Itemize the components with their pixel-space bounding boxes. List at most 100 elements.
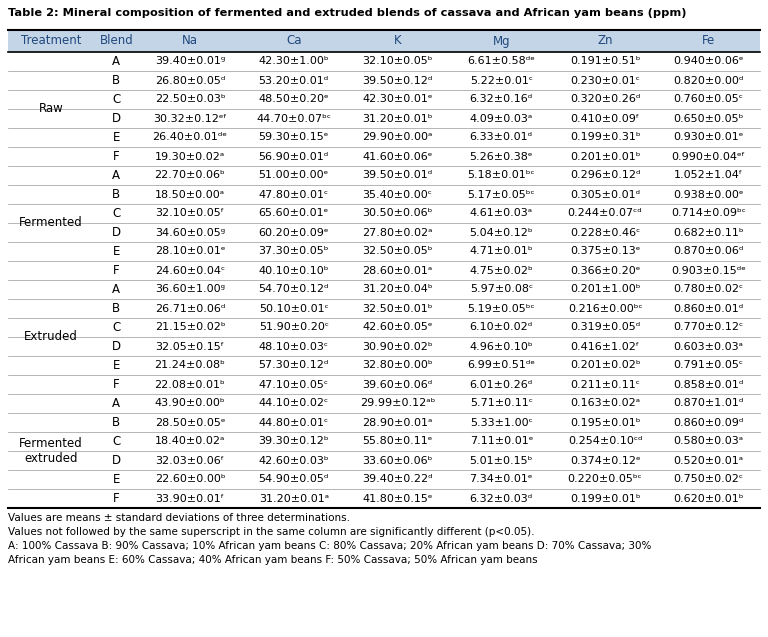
Text: 32.10±0.05ᶠ: 32.10±0.05ᶠ <box>155 208 224 218</box>
Text: 5.01±0.15ᵇ: 5.01±0.15ᵇ <box>469 455 533 466</box>
Text: 6.99±0.51ᵈᵉ: 6.99±0.51ᵈᵉ <box>467 361 535 371</box>
Text: A: A <box>112 55 121 68</box>
Text: F: F <box>113 264 120 277</box>
Text: A: 100% Cassava B: 90% Cassava; 10% African yam beans C: 80% Cassava; 20% Africa: A: 100% Cassava B: 90% Cassava; 10% Afri… <box>8 541 651 551</box>
Text: 30.90±0.02ᵇ: 30.90±0.02ᵇ <box>362 341 433 352</box>
Text: 35.40±0.00ᶜ: 35.40±0.00ᶜ <box>362 189 432 199</box>
Text: C: C <box>112 93 121 106</box>
Text: 0.520±0.01ᵃ: 0.520±0.01ᵃ <box>674 455 743 466</box>
Text: 24.60±0.04ᶜ: 24.60±0.04ᶜ <box>155 266 225 275</box>
Text: Table 2: Mineral composition of fermented and extruded blends of cassava and Afr: Table 2: Mineral composition of fermente… <box>8 8 687 18</box>
Text: 0.296±0.12ᵈ: 0.296±0.12ᵈ <box>570 171 641 180</box>
Text: F: F <box>113 150 120 163</box>
Text: 22.50±0.03ᵇ: 22.50±0.03ᵇ <box>154 94 225 104</box>
Text: B: B <box>112 416 121 429</box>
Text: 54.90±0.05ᵈ: 54.90±0.05ᵈ <box>259 475 329 485</box>
Text: 7.34±0.01ᵉ: 7.34±0.01ᵉ <box>469 475 533 485</box>
Text: 0.191±0.51ᵇ: 0.191±0.51ᵇ <box>570 57 641 66</box>
Text: 0.938±0.00ᵉ: 0.938±0.00ᵉ <box>674 189 743 199</box>
Text: C: C <box>112 321 121 334</box>
Text: 42.60±0.05ᵉ: 42.60±0.05ᵉ <box>362 322 433 333</box>
Text: 5.19±0.05ᵇᶜ: 5.19±0.05ᵇᶜ <box>468 303 535 313</box>
Text: 0.410±0.09ᶠ: 0.410±0.09ᶠ <box>571 113 640 124</box>
Text: 4.75±0.02ᵇ: 4.75±0.02ᵇ <box>469 266 533 275</box>
Text: 22.08±0.01ᵇ: 22.08±0.01ᵇ <box>154 380 225 389</box>
Text: African yam beans E: 60% Cassava; 40% African yam beans F: 50% Cassava; 50% Afri: African yam beans E: 60% Cassava; 40% Af… <box>8 555 538 565</box>
Text: Ca: Ca <box>286 34 302 48</box>
Text: 6.61±0.58ᵈᵉ: 6.61±0.58ᵈᵉ <box>468 57 535 66</box>
Text: 37.30±0.05ᵇ: 37.30±0.05ᵇ <box>259 247 329 257</box>
Text: 0.860±0.01ᵈ: 0.860±0.01ᵈ <box>674 303 743 313</box>
Text: B: B <box>112 188 121 201</box>
Text: 42.30±1.00ᵇ: 42.30±1.00ᵇ <box>259 57 329 66</box>
Text: 34.60±0.05ᵍ: 34.60±0.05ᵍ <box>155 227 225 238</box>
Text: B: B <box>112 302 121 315</box>
Text: Values are means ± standard deviations of three determinations.: Values are means ± standard deviations o… <box>8 513 350 523</box>
Text: 0.320±0.26ᵈ: 0.320±0.26ᵈ <box>570 94 641 104</box>
Text: 42.30±0.01ᵉ: 42.30±0.01ᵉ <box>362 94 433 104</box>
Text: 39.40±0.22ᵈ: 39.40±0.22ᵈ <box>362 475 433 485</box>
Text: 5.22±0.01ᶜ: 5.22±0.01ᶜ <box>470 76 533 85</box>
Text: 0.201±0.01ᵇ: 0.201±0.01ᵇ <box>570 152 641 162</box>
Text: 0.650±0.05ᵇ: 0.650±0.05ᵇ <box>674 113 743 124</box>
Text: 33.90±0.01ᶠ: 33.90±0.01ᶠ <box>155 494 224 503</box>
Text: 57.30±0.12ᵈ: 57.30±0.12ᵈ <box>259 361 329 371</box>
Text: 4.71±0.01ᵇ: 4.71±0.01ᵇ <box>469 247 533 257</box>
Bar <box>8 30 760 52</box>
Text: 0.940±0.06ᵉ: 0.940±0.06ᵉ <box>674 57 743 66</box>
Text: 0.930±0.01ᵉ: 0.930±0.01ᵉ <box>674 132 743 143</box>
Text: 28.60±0.01ᵃ: 28.60±0.01ᵃ <box>362 266 432 275</box>
Text: 0.791±0.05ᶜ: 0.791±0.05ᶜ <box>674 361 743 371</box>
Text: D: D <box>111 340 121 353</box>
Text: D: D <box>111 226 121 239</box>
Text: 0.682±0.11ᵇ: 0.682±0.11ᵇ <box>674 227 743 238</box>
Text: 4.61±0.03ᵃ: 4.61±0.03ᵃ <box>470 208 533 218</box>
Text: 32.05±0.15ᶠ: 32.05±0.15ᶠ <box>155 341 224 352</box>
Text: 60.20±0.09ᵉ: 60.20±0.09ᵉ <box>259 227 329 238</box>
Text: Values not followed by the same superscript in the same column are significantly: Values not followed by the same superscr… <box>8 527 535 537</box>
Text: E: E <box>113 359 120 372</box>
Text: 5.18±0.01ᵇᶜ: 5.18±0.01ᵇᶜ <box>468 171 535 180</box>
Text: E: E <box>113 473 120 486</box>
Text: C: C <box>112 435 121 448</box>
Text: 0.163±0.02ᵃ: 0.163±0.02ᵃ <box>570 399 641 408</box>
Text: 32.50±0.01ᵇ: 32.50±0.01ᵇ <box>362 303 433 313</box>
Text: 0.860±0.09ᵈ: 0.860±0.09ᵈ <box>674 417 743 427</box>
Text: 0.201±1.00ᵇ: 0.201±1.00ᵇ <box>570 285 641 294</box>
Text: 33.60±0.06ᵇ: 33.60±0.06ᵇ <box>362 455 432 466</box>
Text: 32.80±0.00ᵇ: 32.80±0.00ᵇ <box>362 361 433 371</box>
Text: 0.750±0.02ᶜ: 0.750±0.02ᶜ <box>674 475 743 485</box>
Text: 0.374±0.12ᵉ: 0.374±0.12ᵉ <box>570 455 641 466</box>
Text: 21.24±0.08ᵇ: 21.24±0.08ᵇ <box>154 361 226 371</box>
Text: 0.228±0.46ᶜ: 0.228±0.46ᶜ <box>570 227 641 238</box>
Text: 39.60±0.06ᵈ: 39.60±0.06ᵈ <box>362 380 432 389</box>
Text: 56.90±0.01ᵈ: 56.90±0.01ᵈ <box>259 152 329 162</box>
Text: 0.714±0.09ᵇᶜ: 0.714±0.09ᵇᶜ <box>671 208 746 218</box>
Text: 32.03±0.06ᶠ: 32.03±0.06ᶠ <box>155 455 224 466</box>
Text: 41.60±0.06ᵉ: 41.60±0.06ᵉ <box>362 152 432 162</box>
Text: 41.80±0.15ᵉ: 41.80±0.15ᵉ <box>362 494 433 503</box>
Text: 54.70±0.12ᵈ: 54.70±0.12ᵈ <box>259 285 329 294</box>
Text: F: F <box>113 492 120 505</box>
Text: 4.09±0.03ᵃ: 4.09±0.03ᵃ <box>470 113 533 124</box>
Text: 26.80±0.05ᵈ: 26.80±0.05ᵈ <box>155 76 225 85</box>
Text: 6.33±0.01ᵈ: 6.33±0.01ᵈ <box>470 132 533 143</box>
Text: 22.60±0.00ᵇ: 22.60±0.00ᵇ <box>154 475 225 485</box>
Text: 44.80±0.01ᶜ: 44.80±0.01ᶜ <box>259 417 329 427</box>
Text: Fermented
extruded: Fermented extruded <box>19 437 83 465</box>
Text: 21.15±0.02ᵇ: 21.15±0.02ᵇ <box>154 322 225 333</box>
Text: Mg: Mg <box>492 34 510 48</box>
Text: 29.90±0.00ᵃ: 29.90±0.00ᵃ <box>362 132 432 143</box>
Text: 26.71±0.06ᵈ: 26.71±0.06ᵈ <box>155 303 225 313</box>
Text: 0.820±0.00ᵈ: 0.820±0.00ᵈ <box>674 76 743 85</box>
Text: 30.50±0.06ᵇ: 30.50±0.06ᵇ <box>362 208 432 218</box>
Text: 47.80±0.01ᶜ: 47.80±0.01ᶜ <box>259 189 329 199</box>
Text: 27.80±0.02ᵃ: 27.80±0.02ᵃ <box>362 227 433 238</box>
Text: 0.990±0.04ᵉᶠ: 0.990±0.04ᵉᶠ <box>671 152 746 162</box>
Text: 6.01±0.26ᵈ: 6.01±0.26ᵈ <box>470 380 533 389</box>
Text: 0.305±0.01ᵈ: 0.305±0.01ᵈ <box>570 189 641 199</box>
Text: 0.870±0.06ᵈ: 0.870±0.06ᵈ <box>674 247 743 257</box>
Text: 6.32±0.03ᵈ: 6.32±0.03ᵈ <box>470 494 533 503</box>
Text: 65.60±0.01ᵉ: 65.60±0.01ᵉ <box>259 208 329 218</box>
Text: Extruded: Extruded <box>25 331 78 343</box>
